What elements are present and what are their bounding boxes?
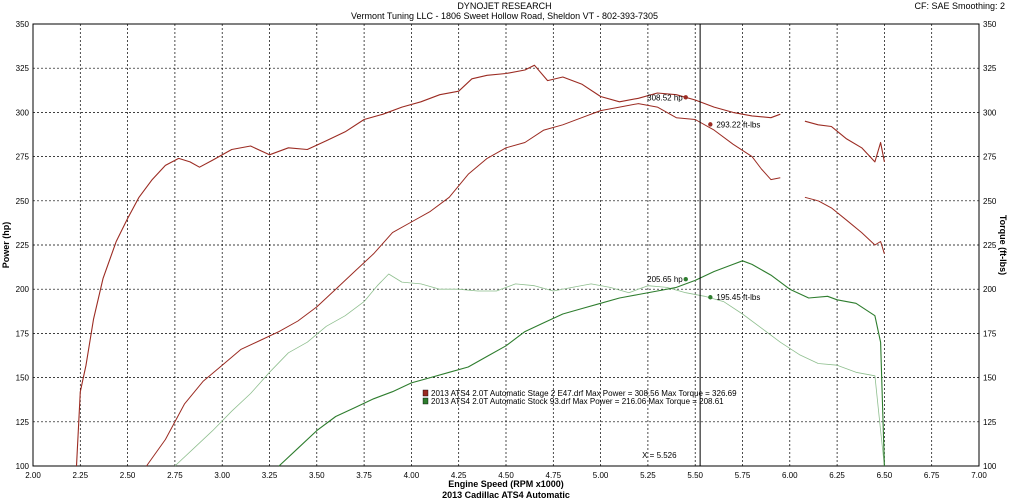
x-tick-label: 4.75 — [546, 471, 562, 480]
x-tick-label: 3.75 — [356, 471, 372, 480]
grid-lines — [33, 24, 979, 466]
header-title: DYNOJET RESEARCH — [457, 1, 552, 11]
y-tick-label-right: 175 — [983, 329, 997, 338]
y-tick-label-right: 150 — [983, 374, 997, 383]
y-tick-label-right: 325 — [983, 64, 997, 73]
y-tick-label-left: 125 — [16, 418, 30, 427]
x-tick-label: 6.25 — [829, 471, 845, 480]
correction-info: CF: SAE Smoothing: 2 — [914, 1, 1005, 11]
y-tick-label-right: 300 — [983, 108, 997, 117]
stock-torque-line — [174, 273, 885, 467]
stage2-torque-line — [75, 64, 781, 467]
y-axis-left-label: Power (hp) — [1, 222, 11, 269]
y-tick-label-left: 225 — [16, 241, 30, 250]
annotation-marker — [708, 122, 713, 127]
stage2-power-line — [804, 196, 885, 254]
annotation-label: 195.45 ft-lbs — [716, 293, 760, 302]
annotations: 308.52 hp 293.22 ft-lbs 205.65 hp 195.45 ft… — [647, 93, 760, 302]
x-tick-label: 2.75 — [167, 471, 183, 480]
y-tick-label-left: 325 — [16, 64, 30, 73]
y-tick-label-right: 100 — [983, 462, 997, 471]
y-tick-label-left: 100 — [16, 462, 30, 471]
y-tick-label-right: 350 — [983, 20, 997, 29]
x-tick-label: 5.50 — [687, 471, 703, 480]
y-tick-label-left: 200 — [16, 285, 30, 294]
legend-swatch — [422, 389, 429, 397]
x-tick-label: 4.25 — [451, 471, 467, 480]
header-subtitle: Vermont Tuning LLC - 1806 Sweet Hollow R… — [350, 11, 659, 21]
x-tick-label: 4.50 — [498, 471, 514, 480]
x-axis-ticks: 2.00 2.25 2.50 2.75 3.00 3.25 3.50 3.75 4.00 4.25… — [25, 471, 987, 480]
legend-swatch — [422, 397, 429, 405]
stage2-power-line — [146, 103, 781, 467]
x-tick-label: 6.50 — [877, 471, 893, 480]
x-tick-label: 2.00 — [25, 471, 41, 480]
y-tick-label-left: 150 — [16, 374, 30, 383]
annotation-label: 205.65 hp — [647, 275, 683, 284]
x-axis-label: Engine Speed (RPM x1000) — [448, 479, 564, 489]
x-tick-label: 3.50 — [309, 471, 325, 480]
x-tick-label: 6.00 — [782, 471, 798, 480]
y-axis-left-ticks: 100 125 150 175 200 225 250 275 300 325 350 — [16, 20, 30, 471]
y-tick-label-right: 125 — [983, 418, 997, 427]
y-axis-right-ticks: 100 125 150 175 200 225 250 275 300 325 350 — [983, 20, 997, 471]
x-tick-label: 2.50 — [120, 471, 136, 480]
cursor-label: X = 5.526 — [642, 451, 677, 460]
x-tick-label: 5.25 — [640, 471, 656, 480]
series-lines — [75, 64, 885, 467]
chart-title: 2013 Cadillac ATS4 Automatic — [442, 490, 570, 500]
y-tick-label-right: 225 — [983, 241, 997, 250]
stock-power-line — [278, 260, 885, 467]
stage2-torque-line — [804, 120, 885, 163]
annotation-label: 308.52 hp — [647, 93, 683, 102]
y-tick-label-left: 350 — [16, 20, 30, 29]
y-tick-label-right: 200 — [983, 285, 997, 294]
y-tick-label-right: 275 — [983, 153, 997, 162]
legend-entry: 2013 ATS4 2.0T Automatic Stock 93.drf Ma… — [431, 397, 724, 406]
legend-entry: 2013 ATS4 2.0T Automatic Stage 2 E47.drf… — [431, 389, 737, 398]
y-axis-right-label: Torque (ft-lbs) — [998, 215, 1008, 275]
annotation-marker — [708, 295, 713, 300]
x-tick-label: 4.00 — [404, 471, 420, 480]
y-tick-label-left: 300 — [16, 108, 30, 117]
y-tick-label-right: 250 — [983, 197, 997, 206]
y-tick-label-left: 175 — [16, 329, 30, 338]
x-tick-label: 5.00 — [593, 471, 609, 480]
annotation-marker — [683, 277, 688, 282]
legend: 2013 ATS4 2.0T Automatic Stage 2 E47.drf… — [422, 389, 737, 406]
x-tick-label: 6.75 — [924, 471, 940, 480]
x-tick-label: 7.00 — [971, 471, 987, 480]
y-tick-label-left: 250 — [16, 197, 30, 206]
x-tick-label: 5.75 — [735, 471, 751, 480]
annotation-marker — [683, 95, 688, 100]
x-tick-label: 2.25 — [73, 471, 89, 480]
y-tick-label-left: 275 — [16, 153, 30, 162]
annotation-label: 293.22 ft-lbs — [716, 120, 760, 129]
x-tick-label: 3.25 — [262, 471, 278, 480]
x-tick-label: 3.00 — [214, 471, 230, 480]
